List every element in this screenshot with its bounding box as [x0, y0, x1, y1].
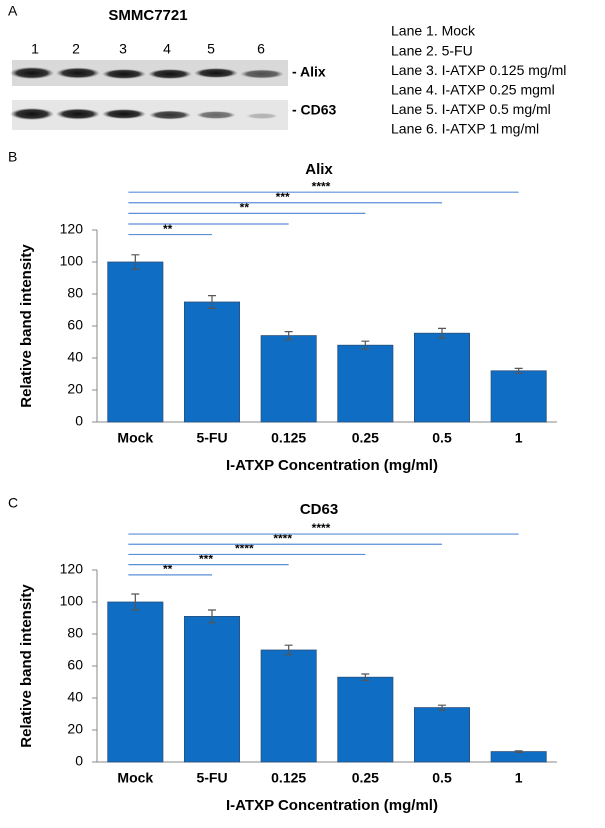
- x-axis-title: I-ATXP Concentration (mg/ml): [226, 457, 438, 474]
- x-tick-label: 0.5: [432, 770, 452, 786]
- y-tick-label: 120: [60, 561, 84, 577]
- significance-label: **: [163, 222, 173, 236]
- error-bar: [438, 704, 446, 711]
- significance-label: ***: [199, 552, 213, 566]
- error-bar: [361, 340, 370, 350]
- error-bar: [514, 750, 523, 753]
- x-tick-label: 5-FU: [196, 430, 227, 446]
- lane-number: 5: [207, 41, 215, 57]
- chart-title: Alix: [305, 161, 333, 178]
- y-tick-label: 120: [60, 221, 84, 237]
- legend-entry: Lane 3. I-ATXP 0.125 mg/ml: [391, 62, 566, 78]
- y-tick-label: 60: [67, 657, 83, 673]
- bar: [337, 344, 394, 423]
- panel-label: B: [8, 149, 17, 165]
- y-tick-label: 20: [67, 721, 83, 737]
- band: [148, 69, 192, 79]
- legend-entry: Lane 4. I-ATXP 0.25 mgml: [391, 82, 555, 98]
- lane-number: 6: [257, 41, 265, 57]
- lane-number: 1: [31, 41, 39, 57]
- band: [102, 69, 146, 79]
- error-bar: [131, 593, 140, 611]
- bar: [490, 370, 547, 423]
- legend-entry: Lane 2. 5-FU: [391, 42, 473, 58]
- y-tick-label: 80: [67, 285, 83, 301]
- band: [10, 108, 54, 120]
- error-bar: [438, 327, 446, 339]
- y-tick-label: 0: [75, 413, 83, 429]
- x-tick-label: 5-FU: [196, 770, 227, 786]
- lane-number: 2: [72, 41, 80, 57]
- error-bar: [514, 367, 523, 374]
- x-tick-label: 0.25: [352, 430, 379, 446]
- band: [240, 69, 284, 79]
- bar: [107, 601, 164, 763]
- y-tick-label: 0: [75, 753, 83, 769]
- band: [10, 67, 54, 79]
- panel-label: C: [8, 495, 18, 511]
- significance-label: ***: [276, 190, 290, 204]
- band: [194, 68, 238, 78]
- bar: [337, 676, 394, 763]
- significance-label: ****: [273, 531, 292, 545]
- band: [102, 109, 146, 119]
- significance-label: ****: [312, 179, 331, 193]
- y-tick-label: 20: [67, 381, 83, 397]
- x-tick-label: 0.125: [271, 770, 306, 786]
- significance-label: **: [240, 201, 250, 215]
- x-tick-label: 0.125: [271, 430, 306, 446]
- y-tick-label: 80: [67, 625, 83, 641]
- panel-label: A: [8, 3, 18, 19]
- x-tick-label: Mock: [117, 430, 153, 446]
- chart-title: CD63: [300, 501, 338, 518]
- bar: [490, 751, 547, 763]
- y-tick-label: 100: [60, 593, 84, 609]
- x-tick-label: Mock: [117, 770, 153, 786]
- error-bar: [131, 254, 140, 270]
- bar: [260, 649, 317, 763]
- blot-title: SMMC7721: [108, 7, 187, 24]
- y-tick-label: 40: [67, 349, 83, 365]
- bar: [183, 301, 240, 423]
- bar: [413, 332, 470, 423]
- x-tick-label: 1: [515, 430, 523, 446]
- x-tick-label: 0.5: [432, 430, 452, 446]
- band-label: - CD63: [292, 102, 337, 118]
- y-axis-title: Relative band intensity: [18, 244, 35, 408]
- x-tick-label: 1: [515, 770, 523, 786]
- band: [246, 113, 278, 119]
- blot: [10, 60, 288, 130]
- error-bar: [284, 331, 293, 341]
- band: [56, 67, 100, 79]
- y-tick-label: 60: [67, 317, 83, 333]
- lane-number: 4: [163, 41, 171, 57]
- legend-entry: Lane 1. Mock: [391, 23, 476, 39]
- y-tick-label: 100: [60, 253, 84, 269]
- significance-label: **: [163, 562, 173, 576]
- error-bar: [208, 609, 216, 624]
- lane-number: 3: [119, 41, 127, 57]
- y-tick-label: 40: [67, 689, 83, 705]
- band: [149, 110, 191, 120]
- bar: [413, 707, 470, 763]
- bar: [183, 616, 240, 763]
- significance-label: ****: [235, 542, 254, 556]
- legend-entry: Lane 5. I-ATXP 0.5 mg/ml: [391, 101, 551, 117]
- legend-entry: Lane 6. I-ATXP 1 mg/ml: [391, 121, 539, 137]
- error-bar: [361, 673, 370, 681]
- significance-label: ****: [312, 521, 331, 535]
- band: [56, 108, 100, 120]
- error-bar: [208, 295, 216, 309]
- bar: [107, 261, 164, 423]
- band-label: - Alix: [292, 64, 326, 80]
- band: [196, 111, 236, 119]
- error-bar: [284, 644, 293, 656]
- x-axis-title: I-ATXP Concentration (mg/ml): [226, 797, 438, 814]
- x-tick-label: 0.25: [352, 770, 379, 786]
- y-axis-title: Relative band intensity: [18, 584, 35, 748]
- bar: [260, 335, 317, 423]
